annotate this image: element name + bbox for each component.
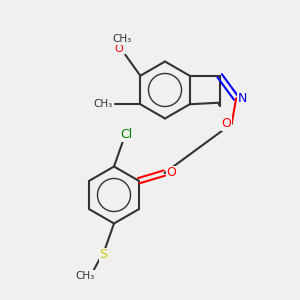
Text: CH₃: CH₃ — [113, 34, 132, 44]
Text: N: N — [238, 92, 248, 105]
Text: CH₃: CH₃ — [94, 99, 113, 109]
Text: Cl: Cl — [120, 128, 132, 142]
Text: S: S — [100, 248, 107, 262]
Text: CH₃: CH₃ — [75, 271, 94, 281]
Text: O: O — [114, 44, 123, 54]
Text: O: O — [221, 117, 231, 130]
Text: O: O — [166, 167, 176, 179]
